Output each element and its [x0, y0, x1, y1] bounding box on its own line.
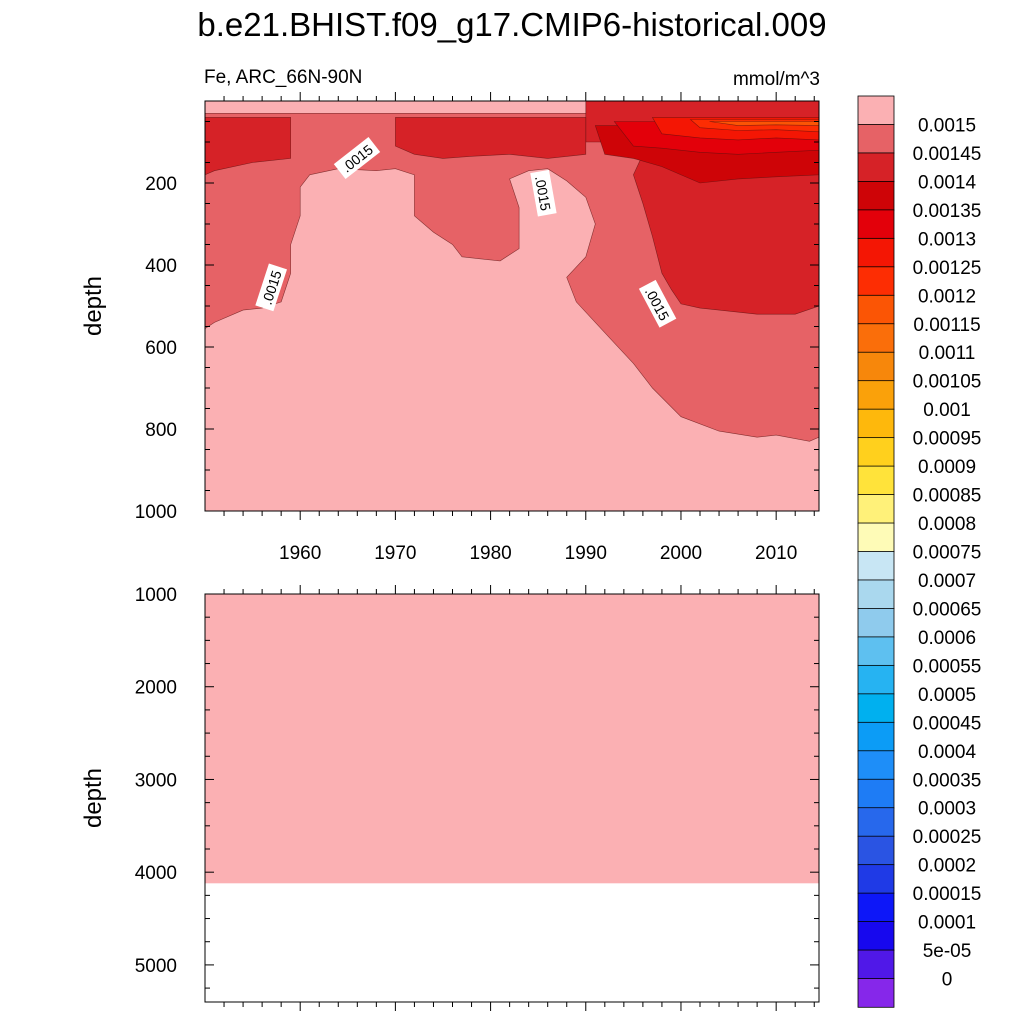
colorbar-swatch	[857, 209, 895, 240]
colorbar-swatch	[857, 892, 895, 923]
upper-ocean-panel: 200 400 600 800 1000 depth 1960 1970 1980 1990 200…	[80, 92, 820, 564]
y-tick-label: 4000	[135, 863, 177, 884]
chart-title: b.e21.BHIST.f09_g17.CMIP6-historical.009	[197, 6, 826, 43]
colorbar-label: 0.00115	[913, 315, 980, 336]
colorbar-swatch	[857, 181, 895, 211]
colorbar-swatch	[857, 408, 895, 439]
colorbar-label: 0.00125	[913, 258, 982, 279]
colorbar-swatch	[857, 351, 895, 382]
y-tick-label: 3000	[135, 770, 177, 791]
colorbar-swatch	[857, 835, 895, 866]
colorbar-label: 0.0001	[918, 913, 976, 934]
colorbar-label: 0.0008	[918, 514, 976, 535]
colorbar-swatch	[857, 323, 895, 353]
svg-text:.0015: .0015	[532, 175, 554, 212]
contour-0.0014-band-early	[205, 117, 292, 176]
x-tick-label: 1960	[279, 543, 321, 564]
colorbar-label: 0.00145	[913, 144, 982, 165]
colorbar-swatch	[857, 465, 895, 496]
colorbar-swatch	[857, 864, 895, 894]
x-tick-label: 2010	[755, 543, 797, 564]
colorbar-swatch	[857, 978, 895, 1008]
colorbar-label: 0.00135	[913, 201, 982, 222]
contour-0.00115-band	[709, 121, 819, 126]
colorbar-label: 0.00105	[913, 372, 982, 393]
colorbar-swatch	[857, 608, 895, 638]
colorbar-swatch	[857, 693, 895, 724]
colorbar-swatch	[857, 237, 895, 268]
contour-fills	[205, 101, 819, 511]
colorbar: 0.0015 0.00145 0.0014 0.00135 0.0013 0.00125 0…	[857, 95, 982, 1008]
colorbar-label: 0.00015	[913, 884, 982, 905]
y-tick-label: 800	[145, 420, 177, 441]
colorbar-label: 0.0011	[919, 343, 976, 364]
y-tick-label: 1000	[135, 585, 177, 606]
contour-label: .0015	[530, 169, 557, 217]
colorbar-label: 0.0012	[918, 286, 976, 307]
y-tick-label: 1000	[135, 502, 177, 523]
colorbar-swatch	[857, 266, 895, 296]
y-tick-label: 2000	[135, 678, 177, 699]
colorbar-swatch	[857, 522, 895, 553]
colorbar-label: 0.0007	[918, 571, 976, 592]
y-axis-label: depth	[80, 768, 107, 828]
y-tick-label: 600	[145, 338, 177, 359]
colorbar-swatch	[857, 551, 895, 581]
fill-region	[205, 594, 819, 884]
colorbar-label: 0.00065	[913, 599, 982, 620]
contour-fills	[205, 594, 819, 884]
colorbar-label: 0.0013	[918, 229, 976, 250]
y-tick-label: 5000	[135, 956, 177, 977]
colorbar-swatch	[857, 380, 895, 410]
colorbar-label: 0.0009	[918, 457, 976, 478]
colorbar-swatch	[857, 921, 895, 951]
x-tick-label: 1970	[374, 543, 416, 564]
colorbar-swatch	[857, 579, 895, 610]
colorbar-label: 0	[942, 970, 953, 991]
colorbar-label: 0.0015	[918, 115, 976, 136]
deep-ocean-panel: 1000 2000 3000 4000 5000 depth	[80, 585, 820, 1011]
colorbar-label: 0.0002	[918, 856, 976, 877]
y-tick-label: 200	[145, 174, 177, 195]
y-tick-label: 400	[145, 256, 177, 277]
colorbar-label: 5e-05	[923, 941, 972, 962]
colorbar-swatch	[857, 494, 895, 524]
colorbar-swatch	[857, 807, 895, 837]
contour-surface-0.0015	[205, 101, 587, 114]
colorbar-swatch	[857, 750, 895, 780]
plot-frame	[204, 593, 820, 1003]
colorbar-label: 0.00085	[913, 486, 982, 507]
colorbar-swatch	[857, 636, 895, 667]
colorbar-swatch	[857, 124, 895, 154]
colorbar-label: 0.00045	[913, 713, 982, 734]
colorbar-label: 0.00025	[913, 827, 982, 848]
colorbar-swatch	[857, 437, 895, 467]
colorbar-label: 0.00095	[913, 429, 982, 450]
colorbar-swatch	[857, 664, 895, 695]
colorbar-label: 0.001	[923, 400, 971, 421]
x-tick-label: 1980	[469, 543, 511, 564]
variable-label: Fe, ARC_66N-90N	[204, 67, 362, 88]
colorbar-label: 0.0003	[918, 799, 976, 820]
colorbar-label: 0.00055	[913, 656, 982, 677]
colorbar-label: 0.0014	[918, 172, 977, 193]
colorbar-swatch	[857, 294, 895, 325]
x-tick-label: 1990	[565, 543, 607, 564]
contour-0.0014-band-1970s	[395, 117, 587, 159]
colorbar-label: 0.0006	[918, 628, 976, 649]
x-tick-label: 2000	[660, 543, 702, 564]
colorbar-label: 0.00035	[913, 770, 982, 791]
colorbar-swatch	[857, 721, 895, 752]
colorbar-label: 0.00075	[913, 543, 982, 564]
colorbar-label: 0.0005	[918, 685, 976, 706]
colorbar-swatch	[857, 949, 895, 980]
colorbar-label: 0.0004	[918, 742, 977, 763]
units-label: mmol/m^3	[733, 69, 820, 90]
y-axis-label: depth	[80, 276, 107, 336]
colorbar-swatch	[857, 778, 895, 809]
colorbar-swatch	[857, 152, 895, 183]
colorbar-swatch	[857, 95, 895, 126]
